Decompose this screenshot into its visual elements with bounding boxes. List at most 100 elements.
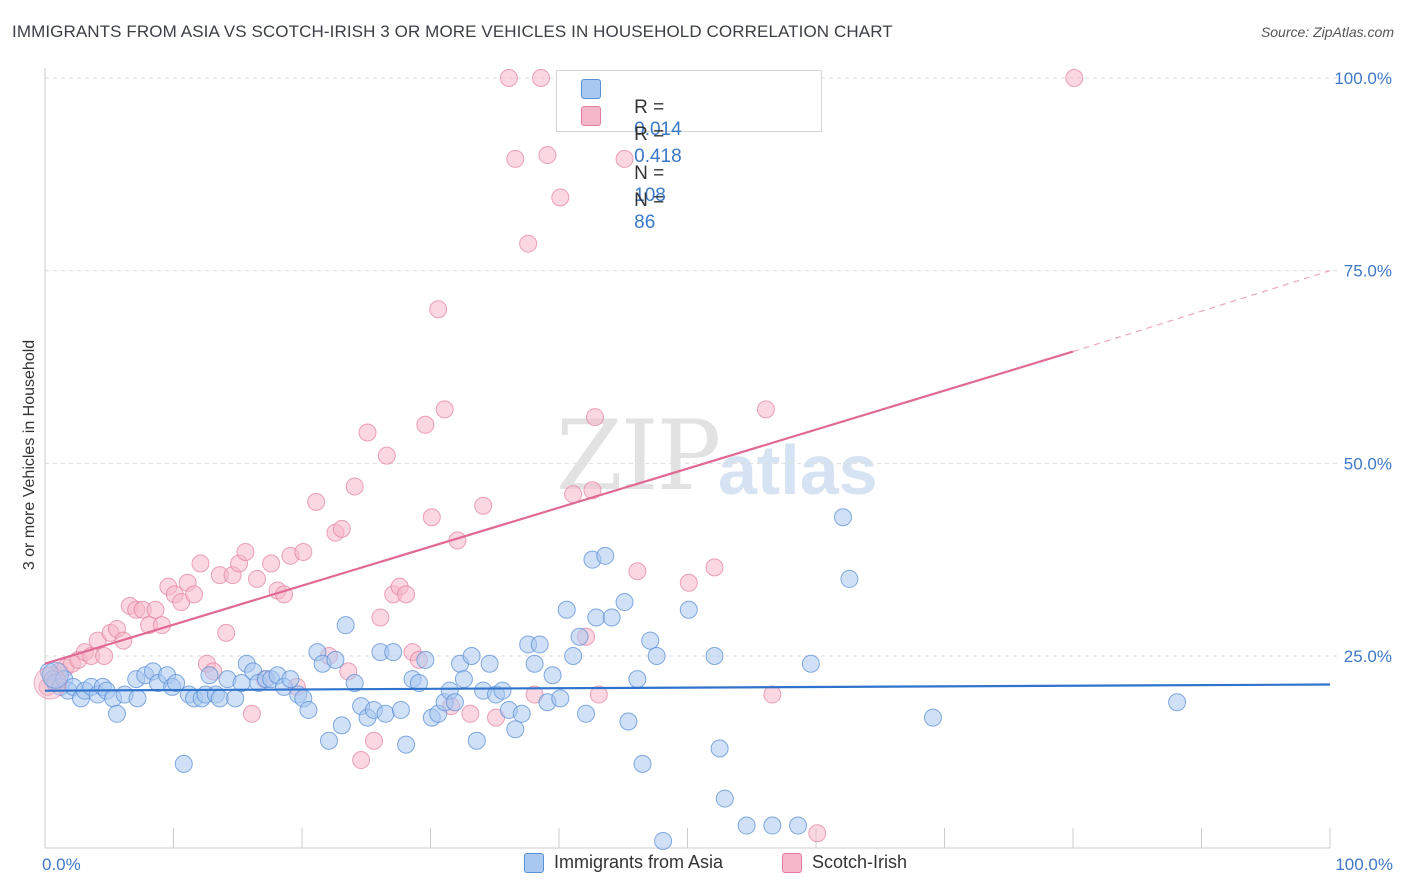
scotch-irish-point	[416, 415, 435, 434]
asia-point	[564, 647, 583, 665]
asia-point	[336, 616, 355, 635]
legend-r-label: R =	[634, 97, 665, 118]
correlation-legend: R = 0.014 N = 108 R = 0.418 N = 86	[556, 70, 822, 233]
legend-n-value: 86	[634, 212, 656, 233]
scotch-irish-point	[358, 423, 377, 442]
legend-r-value: 0.418	[634, 146, 682, 167]
asia-point	[454, 670, 473, 689]
asia-point	[530, 635, 549, 654]
scotch-irish-trend-line	[44, 350, 1074, 665]
series-legend-scotch-irish: Scotch-Irish	[782, 852, 907, 873]
legend-n-label: N =	[634, 190, 665, 211]
scotch-irish-point	[585, 408, 604, 427]
scotch-irish-point	[808, 824, 827, 843]
legend-row-asia: R = 0.014 N = 108	[613, 75, 682, 229]
asia-point	[1168, 693, 1187, 712]
series-label-asia: Immigrants from Asia	[554, 852, 724, 872]
y-tick-label: 100.0%	[1334, 69, 1392, 88]
scotch-irish-point	[756, 400, 775, 419]
scotch-irish-point	[615, 149, 634, 168]
asia-point	[576, 704, 595, 723]
scotch-irish-point	[532, 69, 551, 87]
scotch-irish-point	[294, 542, 313, 561]
scotch-irish-point	[474, 496, 493, 515]
y-tick-label: 75.0%	[1344, 262, 1392, 281]
asia-point	[319, 731, 338, 750]
legend-swatch-asia	[581, 79, 601, 99]
asia-point	[710, 739, 729, 758]
asia-point	[416, 650, 435, 669]
series-label-scotch-irish: Scotch-Irish	[812, 852, 908, 872]
asia-point	[763, 816, 782, 835]
asia-point	[41, 661, 69, 689]
asia-point	[619, 712, 638, 731]
asia-point	[281, 670, 300, 689]
asia-point	[467, 731, 486, 750]
asia-point	[210, 689, 229, 708]
asia-point	[332, 716, 351, 735]
scotch-irish-point	[679, 573, 698, 592]
scotch-irish-point	[538, 146, 557, 165]
y-tick-label: 50.0%	[1344, 454, 1392, 473]
asia-point	[525, 654, 544, 673]
asia-point	[174, 754, 193, 773]
asia-point	[570, 627, 589, 646]
scotch-irish-point	[248, 569, 267, 588]
asia-point	[167, 673, 186, 692]
asia-point	[397, 735, 416, 754]
asia-point	[801, 654, 820, 673]
asia-point	[628, 670, 647, 689]
scotch-irish-point	[705, 558, 724, 577]
scotch-irish-point	[364, 731, 383, 750]
scotch-irish-point	[506, 149, 525, 168]
asia-point	[833, 508, 852, 527]
legend-swatch-scotch-irish	[581, 106, 601, 126]
chart-title: IMMIGRANTS FROM ASIA VS SCOTCH-IRISH 3 O…	[12, 22, 893, 41]
source-label: Source: ZipAtlas.com	[1260, 24, 1394, 40]
asia-point	[409, 673, 428, 692]
asia-point	[633, 754, 652, 773]
asia-point	[326, 650, 345, 669]
asia-point	[615, 593, 634, 612]
asia-point	[551, 689, 570, 708]
legend-row-scotch-irish: R = 0.418 N = 86	[613, 102, 682, 256]
scotch-irish-point	[191, 554, 210, 573]
scotch-irish-point	[763, 685, 782, 704]
series-swatch-scotch-irish	[782, 852, 802, 873]
scotch-irish-point	[146, 600, 165, 619]
scotch-irish-trend-extension	[1072, 270, 1331, 353]
asia-point	[737, 816, 756, 835]
scotch-irish-point	[242, 704, 261, 723]
scotch-irish-point	[371, 608, 390, 627]
scotch-irish-point	[499, 69, 518, 87]
scotch-irish-point	[435, 400, 454, 419]
asia-point	[200, 666, 219, 685]
scotch-irish-point	[519, 234, 538, 253]
asia-point	[345, 673, 364, 692]
asia-point	[506, 720, 525, 739]
asia-point	[445, 693, 464, 712]
legend-r-value: 0.014	[634, 119, 682, 140]
asia-point	[480, 654, 499, 673]
asia-point	[107, 704, 126, 723]
series-swatch-asia	[524, 852, 544, 873]
asia-trend-line	[44, 683, 1331, 692]
asia-point	[705, 647, 724, 665]
scotch-irish-point	[262, 554, 281, 573]
asia-point	[602, 608, 621, 627]
scotch-irish-point	[352, 751, 371, 770]
asia-point	[226, 689, 245, 708]
series-legend: Immigrants from Asia Scotch-Irish	[0, 852, 1406, 876]
asia-point	[462, 647, 481, 665]
legend-r-label: R =	[634, 124, 665, 145]
asia-point	[587, 608, 606, 627]
asia-point	[299, 700, 318, 719]
scotch-irish-point	[307, 492, 326, 511]
watermark-atlas: atlas	[718, 431, 878, 509]
x-tick-label: 0.0%	[42, 855, 81, 874]
scotch-irish-point	[332, 519, 351, 538]
asia-point	[647, 647, 666, 665]
scotch-irish-point	[589, 685, 608, 704]
scotch-irish-point	[95, 647, 114, 665]
